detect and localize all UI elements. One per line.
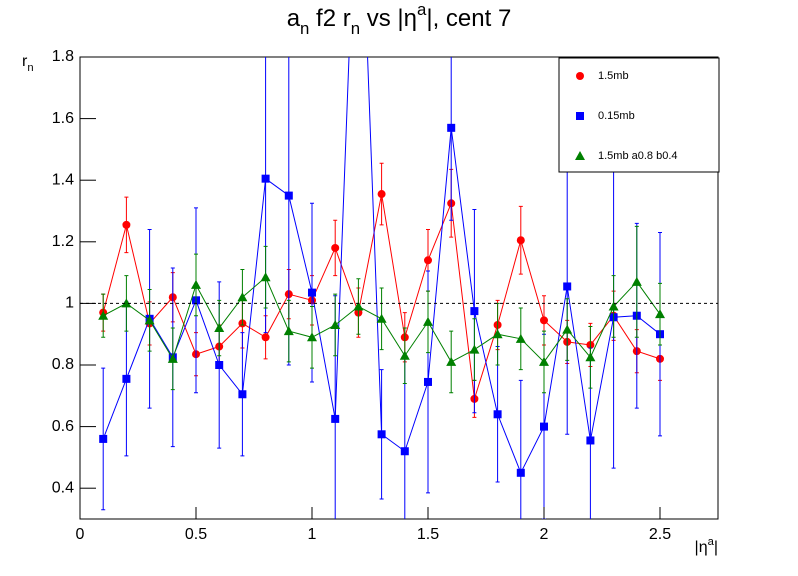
data-point: [331, 414, 340, 423]
data-point: [493, 410, 502, 419]
data-point: [353, 301, 364, 311]
x-tick-label: 2.5: [649, 526, 671, 543]
y-tick-label: 0.4: [52, 479, 74, 496]
data-point: [377, 430, 386, 439]
data-point: [655, 309, 665, 319]
y-tick-label: 1: [65, 295, 74, 312]
data-point: [98, 310, 109, 320]
text-part: n: [300, 19, 309, 38]
data-point: [260, 272, 271, 282]
data-point: [469, 344, 480, 354]
legend-label: 1.5mb: [598, 70, 629, 82]
data-point: [214, 323, 225, 333]
data-point: [424, 256, 432, 265]
x-tick-label: 0.5: [185, 526, 207, 543]
data-point: [283, 326, 294, 336]
plot-area: [98, 57, 665, 519]
data-point: [563, 282, 572, 291]
plot-frame: [79, 56, 719, 520]
text-part: n: [27, 62, 33, 74]
data-point: [586, 436, 595, 445]
legend-label: 1.5mb a0.8 b0.4: [598, 150, 678, 162]
data-point: [377, 190, 386, 199]
data-point: [330, 319, 341, 329]
legend-label: 0.15mb: [598, 110, 635, 122]
y-tick-label: 1.2: [52, 233, 74, 250]
data-point: [516, 468, 525, 477]
data-point: [492, 329, 503, 339]
text-part: |, cent 7: [426, 5, 511, 32]
data-point: [121, 298, 132, 308]
data-point: [167, 353, 178, 363]
legend-marker: [576, 112, 584, 120]
data-point: [447, 123, 456, 132]
data-point: [284, 191, 293, 200]
legend-marker: [576, 72, 584, 80]
data-point: [122, 374, 131, 383]
data-point: [400, 447, 409, 456]
x-tick-label: 2: [540, 526, 549, 543]
chart-title: an f2 rn vs |ηa|, cent 7: [287, 0, 512, 38]
data-point: [191, 279, 201, 289]
x-tick-label: 1.5: [417, 526, 439, 543]
x-tick-label: 1: [308, 526, 317, 543]
y-tick-label: 1.6: [52, 110, 74, 127]
data-point: [237, 292, 248, 302]
data-point: [470, 307, 479, 316]
data-point: [261, 174, 270, 183]
y-tick-label: 1.8: [52, 48, 74, 65]
text-part: vs |η: [360, 5, 417, 32]
text-part: f2 r: [309, 5, 350, 32]
y-tick-label: 1.4: [52, 171, 74, 188]
legend-marker: [575, 151, 585, 160]
data-point: [376, 313, 387, 323]
data-point: [238, 390, 247, 399]
data-point: [308, 288, 316, 297]
x-axis-label: |ηa|: [695, 536, 718, 556]
text-part: a: [708, 536, 715, 548]
data-point: [122, 220, 131, 229]
x-tick-label: 0: [76, 526, 85, 543]
data-point: [261, 333, 270, 342]
text-part: n: [351, 19, 360, 38]
data-point: [585, 352, 596, 362]
data-point: [540, 422, 548, 431]
data-point: [515, 333, 526, 343]
legend-box: [558, 57, 720, 173]
text-part: |: [714, 539, 718, 556]
data-point: [446, 356, 457, 366]
text-part: a: [287, 5, 301, 32]
data-point: [424, 377, 432, 386]
data-point: [516, 236, 525, 245]
data-point: [539, 356, 549, 366]
data-point: [307, 332, 317, 342]
text-part: a: [417, 0, 427, 19]
data-point: [331, 243, 340, 252]
y-tick-label: 0.6: [52, 418, 74, 435]
data-point: [631, 276, 642, 286]
text-part: r: [22, 53, 28, 70]
data-point: [99, 434, 108, 443]
y-tick-label: 0.8: [52, 356, 74, 373]
y-axis-label: rn: [22, 53, 34, 74]
data-point: [144, 315, 155, 325]
data-point: [423, 316, 433, 326]
data-point: [540, 316, 548, 325]
text-part: |η: [695, 539, 708, 556]
data-point: [215, 361, 224, 369]
data-point: [562, 324, 573, 334]
data-point: [608, 301, 619, 311]
data-point: [399, 350, 410, 360]
